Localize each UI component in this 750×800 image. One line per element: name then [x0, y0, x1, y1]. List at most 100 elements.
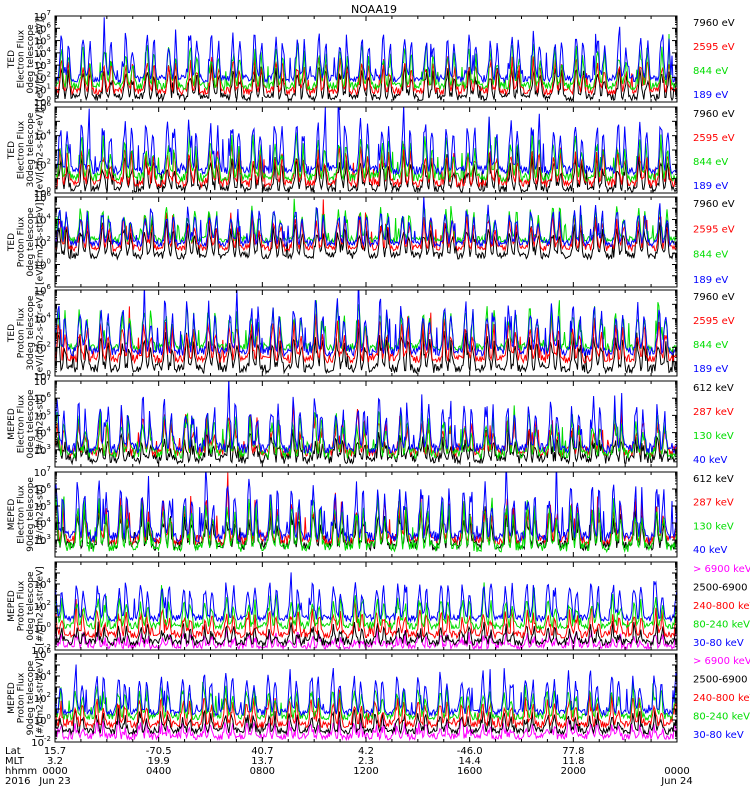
panel-series-group	[55, 290, 677, 375]
y-tick-base: 10	[34, 24, 47, 35]
legend-entry: 189 eV	[693, 364, 728, 375]
series-line-80-240-kev	[55, 582, 677, 631]
y-tick-label: 104	[34, 312, 52, 326]
series-line-2595-ev	[55, 51, 677, 97]
series-line-30-80-kev	[55, 664, 677, 718]
y-axis-label-line: Electron Flux	[17, 394, 27, 453]
series-line-30-80-kev	[55, 572, 677, 624]
y-tick-label: 104	[34, 129, 52, 143]
y-tick-exponent: -2	[44, 643, 51, 651]
legend-entry: 189 eV	[693, 181, 728, 192]
y-tick-base: 10	[34, 580, 47, 591]
y-axis-label-line: [eV/[cm2-s-str-eV]]	[36, 107, 46, 193]
y-tick-base: 10	[34, 429, 47, 440]
figure-title: NOAA19	[351, 3, 397, 16]
y-tick-label: 100	[34, 713, 51, 727]
legend-entry: 40 keV	[693, 455, 727, 466]
y-tick-label: 106	[34, 283, 52, 297]
y-tick-exponent: 6	[47, 647, 52, 655]
legend-entry: 844 eV	[693, 157, 728, 168]
y-tick-base: 10	[34, 160, 47, 171]
series-line-40-kev	[55, 472, 677, 543]
y-tick-base: 10	[34, 261, 47, 272]
y-tick-exponent: 4	[47, 516, 52, 524]
y-tick-exponent: 4	[47, 213, 52, 221]
y-tick-base: 10	[34, 372, 47, 383]
y-tick-exponent: 7	[47, 9, 51, 17]
y-tick-exponent: 7	[47, 465, 51, 473]
y-axis-label-line: [#/cm2-s-str]	[36, 394, 46, 454]
legend-entry: 240-800 keV	[693, 693, 750, 704]
y-tick-exponent: 0	[47, 258, 51, 266]
y-tick-base: 10	[34, 73, 47, 84]
legend-entry: 2595 eV	[693, 42, 735, 53]
y-axis-label-line: Electron Flux	[17, 485, 27, 544]
y-tick-base: 10	[31, 738, 44, 749]
x-row-label: hhmm	[5, 766, 37, 777]
y-tick-exponent: 0	[47, 713, 51, 721]
y-tick-label: 102	[34, 157, 51, 171]
x-tick-mlt: 14.4	[459, 756, 481, 767]
y-tick-label: 10-2	[31, 643, 51, 657]
y-tick-label: 104	[34, 669, 52, 683]
y-axis-label-line: 30deg telescope	[26, 112, 36, 187]
y-tick-exponent: 4	[47, 129, 52, 137]
x-tick-date: Jun 24	[660, 776, 693, 787]
y-tick-base: 10	[31, 646, 44, 657]
x-tick-hhmm: 0000	[42, 766, 67, 777]
y-tick-base: 10	[34, 86, 47, 97]
series-line-80-240-kev	[55, 681, 677, 722]
series-line-130-kev	[55, 405, 677, 461]
x-row-label: Lat	[5, 746, 21, 757]
x-tick-mlt: 11.8	[562, 756, 584, 767]
legend-entry: 7960 eV	[693, 199, 735, 210]
y-tick-exponent: 1	[47, 83, 51, 91]
y-axis-label-line: [eV/[cm2-s-str-eV]]	[36, 16, 46, 102]
y-tick-base: 10	[34, 672, 47, 683]
y-tick-exponent: 4	[47, 669, 52, 677]
y-axis-label-line: Proton Flux	[17, 216, 27, 267]
x-tick-hhmm: 1200	[353, 766, 378, 777]
y-tick-label: 104	[34, 213, 52, 227]
x-tick-lat: 77.8	[562, 746, 584, 757]
y-tick-exponent: 4	[47, 577, 52, 585]
x-tick-date: Jun 23	[38, 776, 71, 787]
x-tick-hhmm: 0800	[250, 766, 275, 777]
y-tick-base: 10	[34, 468, 47, 479]
y-tick-base: 10	[34, 132, 47, 143]
legend-entry: 7960 eV	[693, 292, 735, 303]
series-line-189-ev	[55, 17, 677, 84]
legend-entry: 130 keV	[693, 431, 734, 442]
y-axis-label-line: TED	[7, 324, 17, 343]
series-line-189-ev	[55, 107, 677, 176]
series-line-240-800-kev	[55, 689, 677, 730]
panel-series-group	[55, 572, 677, 650]
series-line-130-kev	[55, 489, 677, 554]
legend-entry: 30-80 keV	[693, 638, 744, 649]
y-axis-label-line: Proton Flux	[17, 580, 27, 631]
y-tick-label: 106	[34, 647, 52, 661]
x-row-label: 2016	[5, 776, 30, 787]
y-axis-label-line: 90deg telescope	[26, 477, 36, 552]
y-tick-base: 10	[34, 61, 47, 72]
legend-entry: 189 eV	[693, 275, 728, 286]
y-tick-label: 102	[34, 599, 51, 613]
legend-entry: > 6900 keV	[693, 656, 750, 667]
legend-entry: 2500-6900	[693, 675, 748, 686]
y-tick-base: 10	[34, 446, 47, 457]
legend-entry: 189 eV	[693, 90, 728, 101]
legend-entry: 2595 eV	[693, 224, 735, 235]
x-tick-lat: -70.5	[146, 746, 172, 757]
y-axis-label-line: MEPED	[7, 408, 17, 440]
x-tick-mlt: 19.9	[148, 756, 170, 767]
y-axis-label-line: 30deg telescope	[26, 295, 36, 370]
y-tick-base: 10	[34, 49, 47, 60]
y-axis-label-line: [#/cm2-s-str]	[36, 484, 46, 544]
series-line-2595-ev	[55, 143, 677, 189]
y-tick-exponent: 2	[47, 599, 51, 607]
